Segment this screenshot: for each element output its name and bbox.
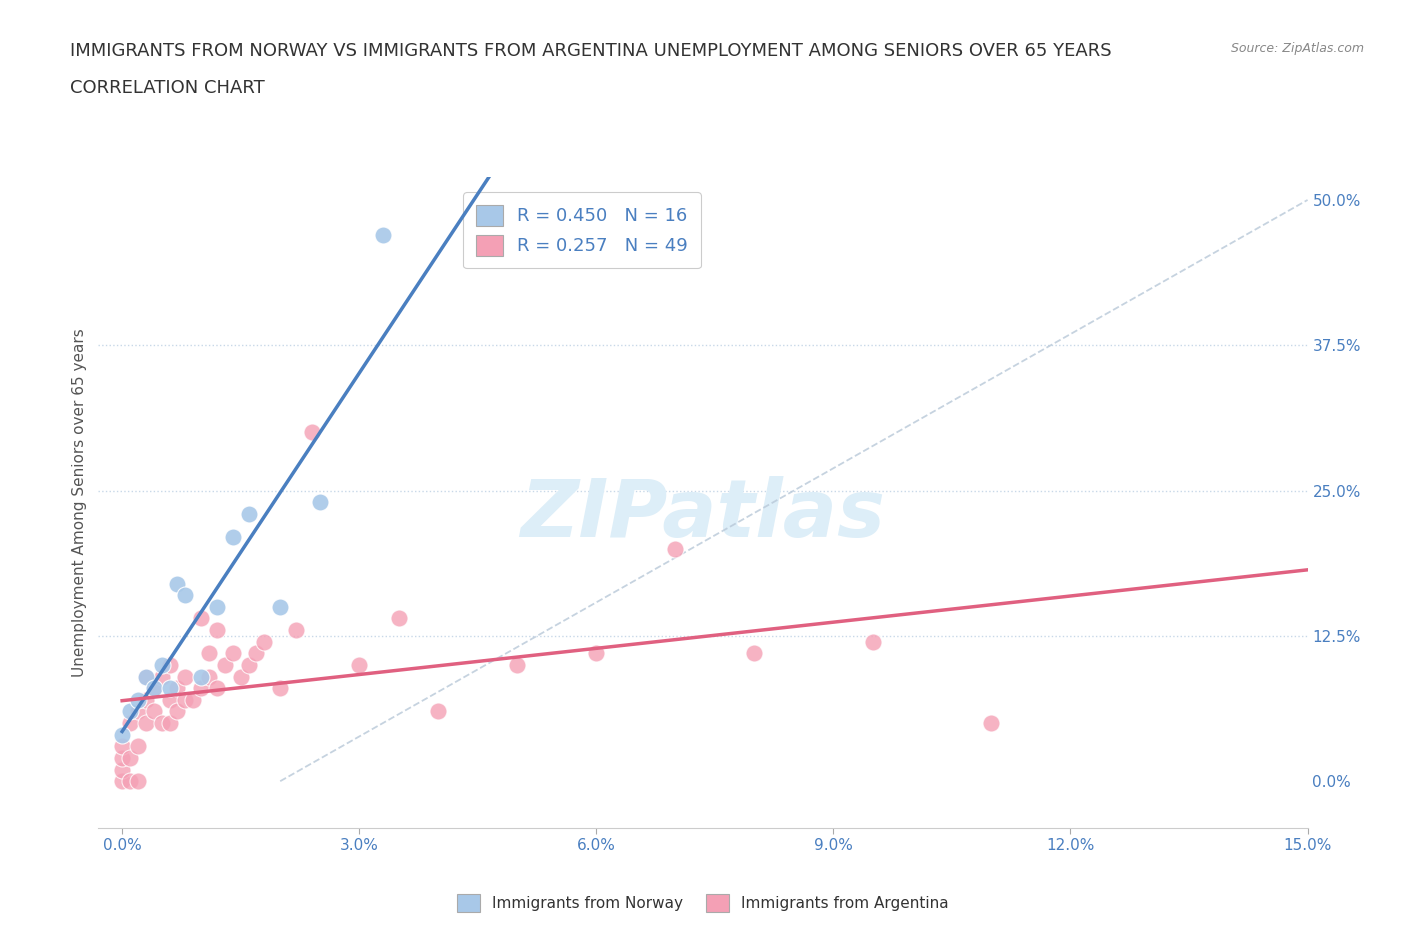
Point [166, 577, 188, 591]
Point [111, 751, 134, 765]
Y-axis label: Unemployment Among Seniors over 65 years: Unemployment Among Seniors over 65 years [72, 328, 87, 677]
Point [127, 704, 149, 719]
Point [159, 692, 181, 708]
Point [238, 658, 260, 672]
Point [118, 716, 141, 731]
Point [238, 507, 260, 522]
Point [198, 670, 221, 684]
Point [142, 681, 165, 696]
Point [245, 646, 267, 661]
Point [388, 611, 411, 626]
Point [198, 646, 221, 661]
Point [150, 716, 173, 731]
Legend: Immigrants from Norway, Immigrants from Argentina: Immigrants from Norway, Immigrants from … [451, 888, 955, 918]
Point [135, 670, 157, 684]
Point [285, 623, 308, 638]
Point [118, 704, 141, 719]
Point [190, 611, 212, 626]
Point [205, 600, 228, 615]
Point [159, 681, 181, 696]
Point [205, 681, 228, 696]
Point [127, 774, 149, 789]
Point [111, 763, 134, 777]
Point [190, 681, 212, 696]
Point [980, 716, 1002, 731]
Point [269, 681, 291, 696]
Point [585, 646, 607, 661]
Text: IMMIGRANTS FROM NORWAY VS IMMIGRANTS FROM ARGENTINA UNEMPLOYMENT AMONG SENIORS O: IMMIGRANTS FROM NORWAY VS IMMIGRANTS FRO… [70, 42, 1112, 60]
Point [127, 692, 149, 708]
Point [174, 670, 197, 684]
Point [135, 692, 157, 708]
Point [214, 658, 236, 672]
Text: Source: ZipAtlas.com: Source: ZipAtlas.com [1230, 42, 1364, 55]
Point [174, 692, 197, 708]
Point [190, 670, 212, 684]
Point [135, 670, 157, 684]
Point [135, 716, 157, 731]
Point [371, 228, 394, 243]
Point [347, 658, 370, 672]
Point [506, 658, 529, 672]
Text: CORRELATION CHART: CORRELATION CHART [70, 79, 266, 97]
Point [118, 751, 141, 765]
Point [159, 658, 181, 672]
Point [744, 646, 766, 661]
Point [111, 738, 134, 753]
Point [229, 670, 252, 684]
Point [174, 588, 197, 603]
Text: ZIPatlas: ZIPatlas [520, 476, 886, 554]
Point [181, 692, 204, 708]
Point [222, 530, 245, 545]
Point [301, 425, 323, 440]
Point [118, 774, 141, 789]
Point [427, 704, 450, 719]
Point [308, 495, 330, 510]
Point [166, 704, 188, 719]
Point [664, 541, 686, 556]
Point [150, 658, 173, 672]
Point [111, 727, 134, 742]
Point [127, 738, 149, 753]
Point [150, 670, 173, 684]
Point [142, 704, 165, 719]
Legend: R = 0.450   N = 16, R = 0.257   N = 49: R = 0.450 N = 16, R = 0.257 N = 49 [464, 193, 700, 268]
Point [159, 716, 181, 731]
Point [862, 634, 884, 649]
Point [205, 623, 228, 638]
Point [253, 634, 276, 649]
Point [269, 600, 291, 615]
Point [142, 681, 165, 696]
Point [222, 646, 245, 661]
Point [166, 681, 188, 696]
Point [111, 774, 134, 789]
